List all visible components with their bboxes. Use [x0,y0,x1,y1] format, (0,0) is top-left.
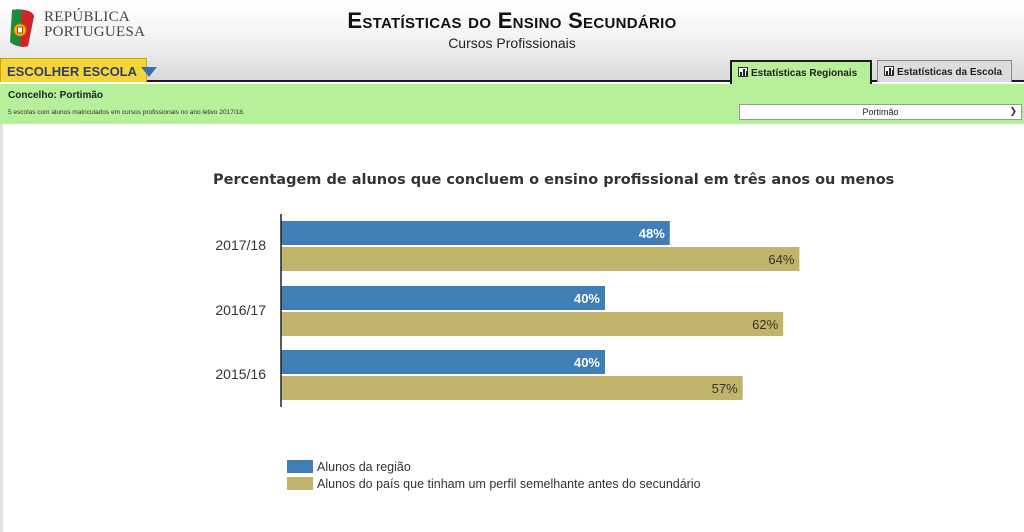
country-value-label: 57% [712,381,738,396]
legend-label-country: Alunos do país que tinham um perfil seme… [317,477,701,491]
bar-chart-icon [738,67,748,77]
legend-swatch-region [287,460,313,473]
chart-title: Percentagem de alunos que concluem o ens… [213,172,895,188]
logo-line2: PORTUGUESA [44,24,146,40]
region-value-label: 40% [574,355,600,370]
region-bar [281,221,670,245]
schools-note: 5 escolas com alunos matriculados em cur… [8,109,245,116]
region-value-label: 48% [639,226,665,241]
tab-school-label: Estatísticas da Escola [897,67,1003,78]
category-label: 2017/18 [215,237,266,253]
legend-swatch-country [287,477,313,490]
region-bar [281,286,605,310]
concelho-select-value: Portimão [862,107,899,117]
left-divider [0,124,3,532]
country-bar [281,247,800,271]
region-bar [281,350,605,374]
region-info-bar: Concelho: Portimão 5 escolas com alunos … [0,84,1024,124]
country-bar [281,312,784,336]
tab-school-statistics[interactable]: Estatísticas da Escola [877,60,1012,82]
category-label: 2016/17 [215,302,266,318]
region-value-label: 40% [574,291,600,306]
tab-regional-statistics[interactable]: Estatísticas Regionais [730,60,872,84]
portugal-emblem-icon [10,9,34,47]
bar-chart-icon [884,66,894,76]
category-label: 2015/16 [215,366,266,382]
concelho-select[interactable]: Portimão ❯ [739,104,1022,120]
tab-regional-label: Estatísticas Regionais [751,68,858,79]
country-value-label: 64% [768,252,794,267]
header: REPÚBLICA PORTUGUESA Estatísticas do Ens… [0,0,1024,84]
republic-logo[interactable]: REPÚBLICA PORTUGUESA [8,4,148,50]
choose-school-button[interactable]: ESCOLHER ESCOLA [0,58,158,82]
country-bar [281,376,743,400]
choose-school-label: ESCOLHER ESCOLA [7,64,138,79]
page-title: Estatísticas do Ensino Secundário [347,8,677,33]
concelho-label: Concelho: Portimão [8,90,104,101]
logo-line1: REPÚBLICA [44,9,131,25]
chevron-down-icon: ❯ [1009,106,1017,116]
country-value-label: 62% [752,317,778,332]
dropdown-triangle-icon [141,67,158,77]
legend-label-region: Alunos da região [317,460,411,474]
page-subtitle: Cursos Profissionais [448,35,576,51]
logo-text: REPÚBLICA PORTUGUESA [44,10,145,40]
